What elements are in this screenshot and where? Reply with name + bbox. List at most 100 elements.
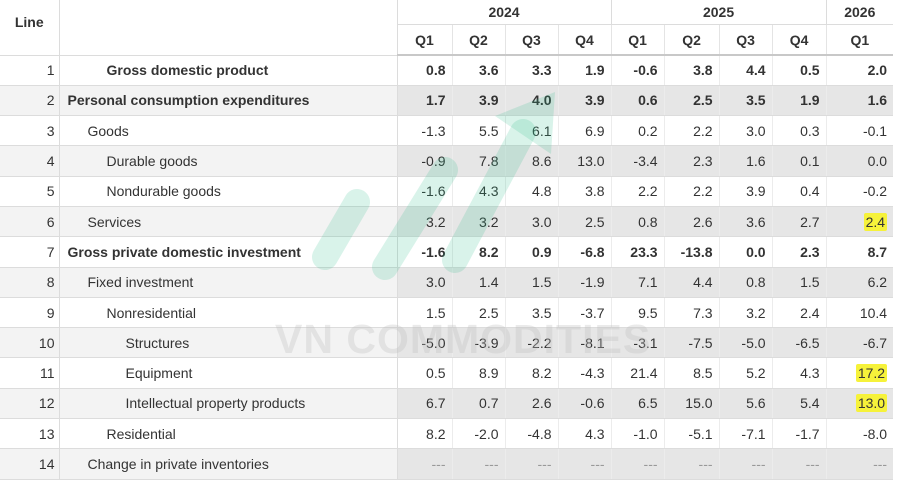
value-cell: -8.1 [557, 327, 612, 359]
quarter-header[interactable]: Q1 [610, 24, 665, 56]
year-header-2024[interactable]: 2024 [396, 0, 612, 25]
value-cell: -1.9 [557, 267, 612, 298]
value-cell: -1.3 [396, 115, 452, 147]
value-cell: 6.1 [504, 115, 558, 147]
quarter-header[interactable]: Q1 [396, 24, 452, 56]
quarter-header[interactable]: Q2 [663, 24, 720, 56]
row-label-cell: Durable goods [59, 145, 398, 177]
row-label-cell: Structures [59, 327, 398, 359]
value-cell: 1.9 [557, 55, 612, 86]
value-cell: 23.3 [610, 236, 665, 268]
value-cell: 0.0 [718, 236, 773, 268]
value-cell: -1.7 [771, 418, 827, 450]
value-cell: 21.4 [610, 357, 665, 389]
row-label-cell: Nonresidential [59, 297, 398, 329]
quarter-header[interactable]: Q1 [825, 24, 894, 56]
row-label-cell: Goods [59, 115, 398, 147]
value-cell: 0.7 [451, 388, 505, 420]
value-cell: -7.5 [663, 327, 720, 359]
value-cell: -1.6 [396, 176, 452, 207]
quarter-header[interactable]: Q4 [771, 24, 827, 56]
value-cell: 8.5 [663, 357, 720, 389]
table-row: 12 Intellectual property products 6.7 0.7 2.… [0, 388, 894, 420]
value-cell: 8.6 [504, 145, 558, 177]
value-cell: 9.5 [610, 297, 665, 329]
value-cell: 5.6 [718, 388, 773, 420]
line-number-cell: 2 [0, 85, 60, 117]
value-cell: 6.7 [396, 388, 452, 420]
value-cell: -3.9 [451, 327, 505, 359]
row-label-cell: Residential [59, 418, 398, 450]
value-cell: 4.3 [557, 418, 612, 450]
row-label-cell: Fixed investment [59, 267, 398, 298]
value-cell: --- [718, 448, 773, 480]
value-cell: 3.9 [718, 176, 773, 207]
value-cell: 1.7 [396, 85, 452, 117]
table-row: 14 Change in private inventories --- --- ---… [0, 448, 894, 480]
value-cell: 3.2 [396, 206, 452, 238]
value-cell: 0.6 [610, 85, 665, 117]
table-row: 1 Gross domestic product 0.8 3.6 3.3 1.9 -0.6 3… [0, 55, 894, 86]
value-cell: 4.4 [663, 267, 720, 298]
value-cell: 0.8 [396, 55, 452, 86]
line-number-cell: 6 [0, 206, 60, 238]
value-cell: 3.8 [557, 176, 612, 207]
value-cell: 8.2 [504, 357, 558, 389]
value-cell: -8.0 [825, 418, 894, 450]
line-number-cell: 12 [0, 388, 60, 420]
value-cell: 2.5 [451, 297, 505, 329]
value-cell: 2.0 [825, 55, 894, 86]
value-cell: --- [610, 448, 665, 480]
row-label-cell: Services [59, 206, 398, 238]
quarter-header[interactable]: Q3 [718, 24, 773, 56]
value-cell: -2.2 [504, 327, 558, 359]
value-cell: 6.5 [610, 388, 665, 420]
value-cell: 1.5 [771, 267, 827, 298]
value-cell: 1.5 [396, 297, 452, 329]
table-row: 5 Nondurable goods -1.6 4.3 4.8 3.8 2.2 2.2 3.9 0… [0, 176, 894, 207]
value-cell: 17.2 [825, 357, 894, 389]
value-cell: 3.0 [718, 115, 773, 147]
table-row: 7 Gross private domestic investment -1.6 8.… [0, 236, 894, 268]
value-cell: 3.6 [718, 206, 773, 238]
value-cell: 8.2 [451, 236, 505, 268]
value-cell: 2.4 [771, 297, 827, 329]
value-cell: 2.3 [771, 236, 827, 268]
table-row: 13 Residential 8.2 -2.0 -4.8 4.3 -1.0 -5.1 -7.1-… [0, 418, 894, 450]
value-cell: 4.0 [504, 85, 558, 117]
value-cell: -3.1 [610, 327, 665, 359]
value-cell: --- [771, 448, 827, 480]
value-cell: -0.6 [610, 55, 665, 86]
year-header-2026[interactable]: 2026 [825, 0, 894, 25]
value-cell: -0.1 [825, 115, 894, 147]
value-cell: 2.7 [771, 206, 827, 238]
highlighted-value: 13.0 [855, 394, 888, 413]
value-cell: -0.2 [825, 176, 894, 207]
table-row: 10 Structures -5.0 -3.9 -2.2 -8.1 -3.1 -7.5 -5.0… [0, 327, 894, 359]
value-cell: 6.9 [557, 115, 612, 147]
value-cell: 4.4 [718, 55, 773, 86]
value-cell: 5.5 [451, 115, 505, 147]
table-row: 4 Durable goods -0.9 7.8 8.6 13.0 -3.4 2.3 1.6 0.… [0, 145, 894, 177]
table-row: 3 Goods -1.3 5.5 6.1 6.9 0.2 2.2 3.0 0.3 -0.1 [0, 115, 894, 147]
value-cell: 3.5 [718, 85, 773, 117]
value-cell: 8.7 [825, 236, 894, 268]
label-column-header [59, 0, 398, 56]
quarter-header[interactable]: Q3 [504, 24, 558, 56]
line-column-header[interactable]: Line [0, 0, 60, 56]
quarter-header[interactable]: Q2 [451, 24, 505, 56]
value-cell: --- [396, 448, 452, 480]
value-cell: -5.0 [718, 327, 773, 359]
year-header-2025[interactable]: 2025 [610, 0, 827, 25]
value-cell: 3.3 [504, 55, 558, 86]
value-cell: 3.5 [504, 297, 558, 329]
value-cell: 1.9 [771, 85, 827, 117]
quarter-header[interactable]: Q4 [557, 24, 612, 56]
table-body: 1 Gross domestic product 0.8 3.6 3.3 1.9 -0.6 3… [0, 55, 894, 480]
value-cell: 8.9 [451, 357, 505, 389]
value-cell: -3.7 [557, 297, 612, 329]
table-row: 6 Services 3.2 3.2 3.0 2.5 0.8 2.6 3.6 2.7 2.4 [0, 206, 894, 238]
line-number-cell: 11 [0, 357, 60, 389]
line-number-cell: 13 [0, 418, 60, 450]
value-cell: 4.8 [504, 176, 558, 207]
